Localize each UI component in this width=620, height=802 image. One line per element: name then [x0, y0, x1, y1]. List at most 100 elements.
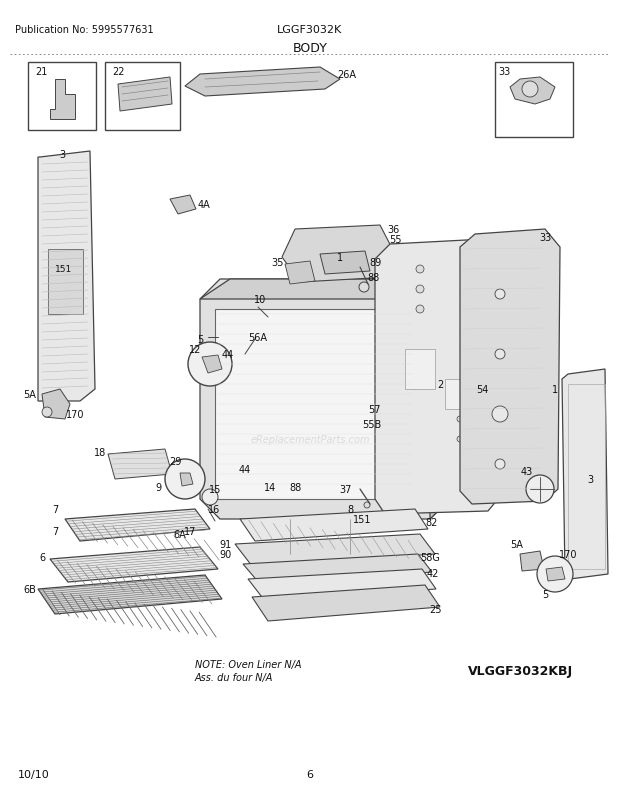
- Polygon shape: [375, 240, 500, 514]
- Text: eReplacementParts.com: eReplacementParts.com: [250, 435, 370, 444]
- Circle shape: [537, 557, 573, 592]
- Circle shape: [457, 436, 463, 443]
- Text: 91: 91: [219, 539, 231, 549]
- Text: 1: 1: [552, 384, 558, 395]
- Text: 55: 55: [389, 235, 401, 245]
- Text: 10/10: 10/10: [18, 769, 50, 779]
- Bar: [568, 384, 605, 569]
- Polygon shape: [320, 252, 370, 274]
- Text: 3: 3: [59, 150, 65, 160]
- Text: 170: 170: [559, 549, 577, 559]
- Bar: [495, 63, 573, 138]
- Text: 33: 33: [539, 233, 551, 243]
- Polygon shape: [38, 152, 95, 402]
- Bar: [48, 249, 83, 314]
- Text: 7: 7: [52, 526, 58, 537]
- Text: 18: 18: [94, 448, 106, 457]
- Circle shape: [495, 460, 505, 469]
- Text: 5: 5: [197, 334, 203, 345]
- Text: 29: 29: [169, 456, 181, 467]
- Polygon shape: [285, 261, 315, 285]
- Text: 88: 88: [367, 273, 379, 282]
- Text: BODY: BODY: [293, 42, 327, 55]
- Polygon shape: [185, 68, 340, 97]
- Text: 7: 7: [52, 504, 58, 514]
- Text: 56A: 56A: [249, 333, 267, 342]
- Text: 57: 57: [368, 404, 380, 415]
- Text: 88: 88: [289, 482, 301, 492]
- Circle shape: [188, 342, 232, 387]
- Circle shape: [42, 407, 52, 418]
- Text: Ass. du four N/A: Ass. du four N/A: [195, 672, 273, 683]
- Text: 89: 89: [369, 257, 381, 268]
- Text: 33: 33: [498, 67, 510, 77]
- Text: 151: 151: [55, 265, 73, 274]
- Bar: [28, 63, 96, 131]
- Polygon shape: [430, 280, 450, 520]
- Text: 55B: 55B: [362, 419, 382, 429]
- Text: 170: 170: [66, 410, 84, 419]
- Bar: [405, 350, 435, 390]
- Polygon shape: [38, 575, 222, 614]
- Polygon shape: [240, 509, 428, 541]
- Circle shape: [165, 460, 205, 500]
- Polygon shape: [202, 355, 222, 374]
- Circle shape: [364, 502, 370, 508]
- Circle shape: [526, 476, 554, 504]
- Polygon shape: [562, 370, 608, 579]
- Polygon shape: [42, 390, 70, 419]
- Bar: [105, 63, 180, 131]
- Text: 42: 42: [427, 569, 439, 578]
- Polygon shape: [252, 585, 440, 622]
- Polygon shape: [282, 225, 395, 282]
- Polygon shape: [520, 551, 544, 571]
- Polygon shape: [248, 569, 436, 602]
- Circle shape: [359, 282, 369, 293]
- Text: 25: 25: [429, 604, 441, 614]
- Text: 35: 35: [272, 257, 284, 268]
- Text: 54: 54: [476, 384, 488, 395]
- Text: 22: 22: [112, 67, 125, 77]
- Text: 6A: 6A: [174, 529, 187, 539]
- Text: 3: 3: [587, 475, 593, 484]
- Text: 36: 36: [387, 225, 399, 235]
- Text: 6: 6: [39, 553, 45, 562]
- Text: 5: 5: [542, 589, 548, 599]
- Bar: [215, 310, 415, 500]
- Circle shape: [457, 396, 463, 403]
- Polygon shape: [200, 280, 450, 520]
- Text: 58G: 58G: [420, 553, 440, 562]
- Circle shape: [457, 416, 463, 423]
- Polygon shape: [170, 196, 196, 215]
- Bar: [445, 379, 465, 410]
- Text: 10: 10: [254, 294, 266, 305]
- Text: 37: 37: [339, 484, 351, 494]
- Circle shape: [522, 82, 538, 98]
- Text: NOTE: Oven Liner N/A: NOTE: Oven Liner N/A: [195, 659, 301, 669]
- Circle shape: [495, 350, 505, 359]
- Text: 82: 82: [426, 517, 438, 528]
- Circle shape: [495, 290, 505, 300]
- Polygon shape: [235, 534, 435, 566]
- Circle shape: [416, 265, 424, 273]
- Polygon shape: [460, 229, 560, 504]
- Text: 5A: 5A: [24, 390, 37, 399]
- Polygon shape: [118, 78, 172, 111]
- Circle shape: [416, 306, 424, 314]
- Polygon shape: [65, 509, 210, 541]
- Text: Publication No: 5995577631: Publication No: 5995577631: [15, 25, 154, 35]
- Text: 8: 8: [347, 504, 353, 514]
- Text: 44: 44: [222, 350, 234, 359]
- Text: 6B: 6B: [24, 585, 37, 594]
- Text: 2: 2: [437, 379, 443, 390]
- Circle shape: [202, 489, 218, 505]
- Text: 9: 9: [155, 482, 161, 492]
- Polygon shape: [50, 547, 218, 582]
- Text: 17: 17: [184, 526, 196, 537]
- Text: 21: 21: [35, 67, 47, 77]
- Polygon shape: [546, 567, 565, 581]
- Text: 14: 14: [264, 482, 276, 492]
- Text: 44: 44: [239, 464, 251, 475]
- Circle shape: [492, 407, 508, 423]
- Text: 15: 15: [209, 484, 221, 494]
